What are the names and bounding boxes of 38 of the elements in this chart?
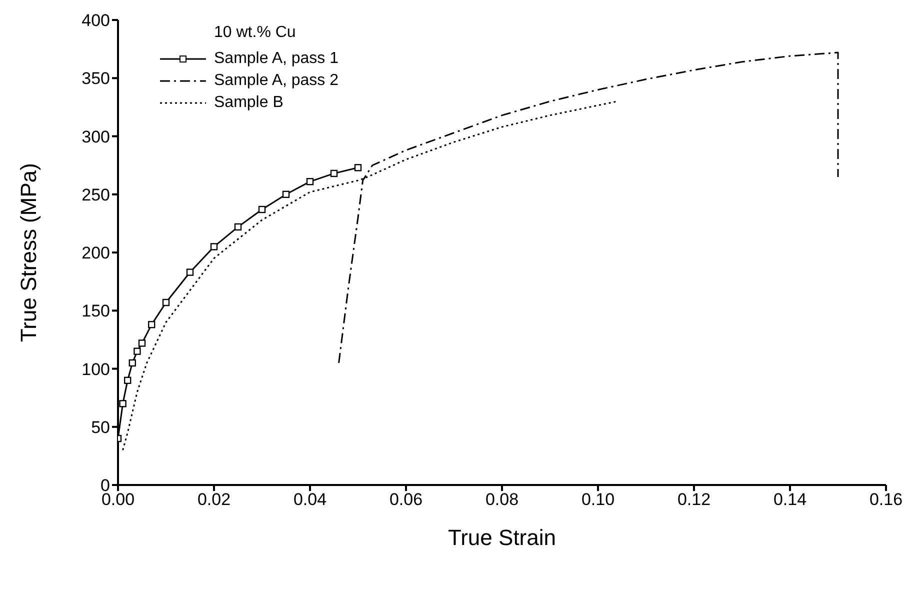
y-tick-label: 250 <box>82 185 110 204</box>
y-tick-label: 150 <box>82 302 110 321</box>
x-axis-title: True Strain <box>448 525 556 550</box>
y-tick-label: 50 <box>91 418 110 437</box>
x-tick-label: 0.02 <box>197 490 231 510</box>
y-tick-label: 400 <box>82 11 110 30</box>
x-tick-label: 0.08 <box>485 490 519 510</box>
point <box>162 298 170 306</box>
legend-label: Sample A, pass 1 <box>214 50 339 68</box>
x-tick-label: 0.06 <box>389 490 423 510</box>
legend-title: 10 wt.% Cu <box>214 24 297 42</box>
point <box>186 268 194 276</box>
legend-label: Sample B <box>214 94 284 112</box>
point <box>282 190 290 198</box>
point <box>124 376 132 384</box>
point <box>258 206 266 214</box>
point <box>306 178 314 186</box>
legend-label: Sample A, pass 2 <box>214 72 339 90</box>
point <box>354 164 362 172</box>
point <box>330 170 338 178</box>
point <box>234 223 242 231</box>
point <box>148 320 156 328</box>
y-tick-label: 100 <box>82 360 110 379</box>
point <box>128 359 136 367</box>
x-tick-label: 0.10 <box>581 490 615 510</box>
y-tick-label: 200 <box>82 244 110 263</box>
point <box>210 243 218 250</box>
y-axis-title: True Stress (MPa) <box>16 163 41 342</box>
point <box>138 340 146 347</box>
x-tick-label: 0.00 <box>101 490 135 510</box>
x-tick-label: 0.04 <box>293 490 327 510</box>
x-tick-label: 0.12 <box>677 490 711 510</box>
point <box>134 348 141 355</box>
x-tick-label: 0.14 <box>773 490 807 510</box>
point <box>119 400 126 408</box>
y-tick-label: 300 <box>82 127 110 146</box>
x-tick-label: 0.16 <box>869 490 903 510</box>
y-tick-label: 350 <box>82 69 110 88</box>
